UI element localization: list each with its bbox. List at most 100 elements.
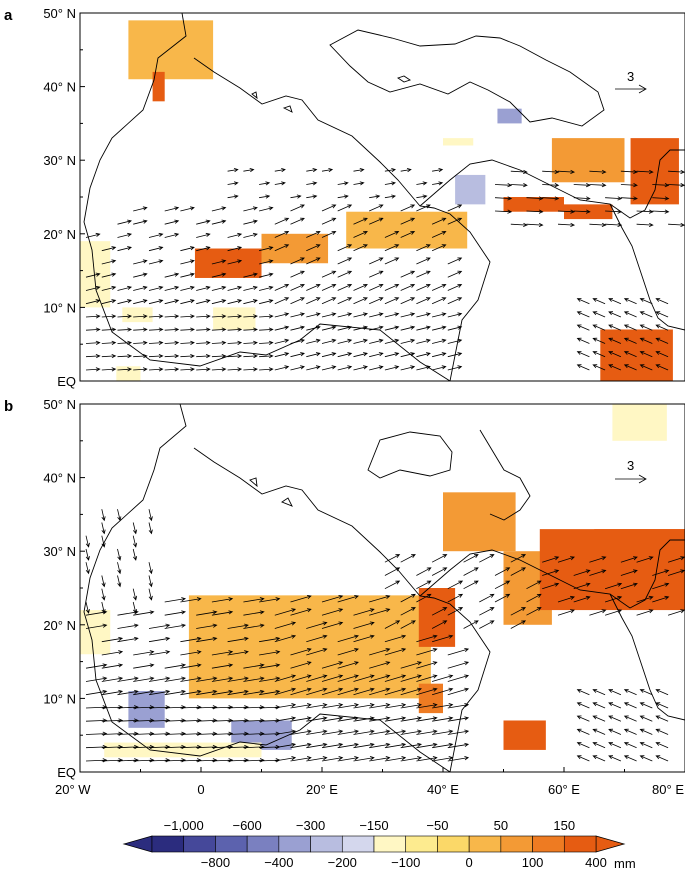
wind-vector	[337, 716, 360, 722]
wind-vector	[667, 556, 685, 563]
wind-vector	[274, 608, 297, 616]
wind-vector	[117, 676, 139, 682]
wind-vector	[576, 755, 590, 762]
colorbar-bottom-label: 100	[522, 855, 544, 870]
wind-vector	[447, 580, 464, 590]
wind-vector	[655, 689, 669, 696]
wind-vector	[353, 716, 375, 722]
wind-vector	[369, 756, 391, 762]
wind-vector	[655, 324, 669, 331]
wind-vector	[589, 609, 607, 616]
wind-vector	[652, 595, 670, 603]
wind-vector	[608, 337, 622, 344]
wind-vector	[353, 325, 368, 331]
wind-vector	[432, 312, 447, 318]
wind-vector	[132, 535, 138, 548]
wind-vector	[290, 648, 312, 656]
wind-vector	[164, 314, 180, 319]
wind-vector	[623, 324, 637, 331]
wind-vector	[117, 705, 139, 710]
wind-vector	[479, 554, 495, 563]
wind-vector	[608, 364, 622, 371]
wind-vector	[101, 744, 124, 750]
wind-vector	[101, 758, 124, 763]
wind-vector	[274, 352, 290, 358]
wind-vector	[290, 338, 305, 344]
wind-vector	[431, 217, 447, 225]
wind-vector	[133, 367, 148, 372]
wind-vector	[636, 222, 654, 227]
wind-vector	[290, 674, 312, 682]
wind-vector	[652, 196, 670, 201]
wind-vector	[494, 580, 511, 590]
wind-vector	[196, 636, 218, 643]
wind-vector	[321, 204, 337, 212]
wind-vector	[274, 231, 290, 238]
colorbar-bottom-label: −200	[328, 855, 357, 870]
wind-vector	[148, 636, 171, 643]
wind-vector	[196, 676, 218, 682]
wind-vector	[117, 636, 139, 643]
wind-vector	[573, 183, 591, 188]
wind-vector	[196, 232, 211, 238]
panel-a-wind-vectors	[85, 168, 685, 372]
wind-vector	[117, 731, 139, 736]
lat-tick-label: EQ	[57, 765, 76, 780]
wind-vector	[620, 169, 638, 174]
wind-vector	[148, 259, 164, 265]
wind-vector	[655, 742, 669, 749]
wind-vector	[148, 623, 171, 629]
wind-vector	[636, 595, 654, 603]
wind-vector	[321, 352, 337, 358]
wind-vector	[148, 758, 171, 763]
colorbar-swatch	[532, 835, 565, 853]
anomaly-cell	[188, 595, 431, 699]
wind-vector	[321, 661, 344, 669]
wind-vector	[133, 285, 148, 291]
wind-vector	[306, 181, 318, 186]
wind-vector	[623, 689, 637, 696]
wind-vector	[384, 284, 400, 291]
wind-vector	[164, 285, 180, 291]
wind-vector	[384, 244, 400, 252]
wind-vector	[668, 222, 685, 227]
wind-vector	[416, 194, 428, 199]
wind-vector	[432, 756, 454, 762]
wind-vector	[259, 246, 274, 252]
wind-vector	[211, 597, 234, 603]
wind-vector	[623, 742, 637, 749]
wind-vector	[608, 311, 622, 318]
wind-vector	[259, 689, 281, 696]
wind-vector	[306, 742, 328, 749]
wind-vector	[211, 299, 227, 305]
wind-vector	[639, 324, 653, 331]
wind-vector	[259, 367, 274, 372]
wind-vector	[652, 582, 670, 590]
wind-vector	[243, 689, 265, 696]
wind-vector	[655, 311, 669, 318]
wind-vector	[447, 729, 470, 735]
wind-vector	[400, 352, 416, 358]
wind-vector	[227, 731, 249, 736]
wind-vector	[636, 556, 654, 563]
wind-vector	[510, 183, 528, 188]
wind-vector	[337, 312, 353, 318]
wind-vector	[101, 272, 117, 278]
wind-vector	[227, 689, 249, 696]
wind-vector	[592, 324, 606, 331]
wind-vector	[306, 674, 328, 682]
wind-vector	[227, 285, 243, 291]
wind-vector	[227, 367, 243, 372]
wind-vector	[526, 196, 544, 201]
wind-vector	[384, 297, 400, 305]
lat-tick-label: 30° N	[43, 544, 76, 559]
wind-vector	[400, 284, 416, 291]
wind-vector	[164, 340, 180, 345]
wind-vector	[196, 718, 218, 723]
wind-vector	[306, 297, 321, 305]
wind-vector	[180, 340, 195, 345]
wind-vector	[306, 284, 321, 291]
wind-vector	[259, 285, 274, 291]
wind-vector	[180, 636, 202, 643]
wind-vector	[608, 715, 622, 722]
